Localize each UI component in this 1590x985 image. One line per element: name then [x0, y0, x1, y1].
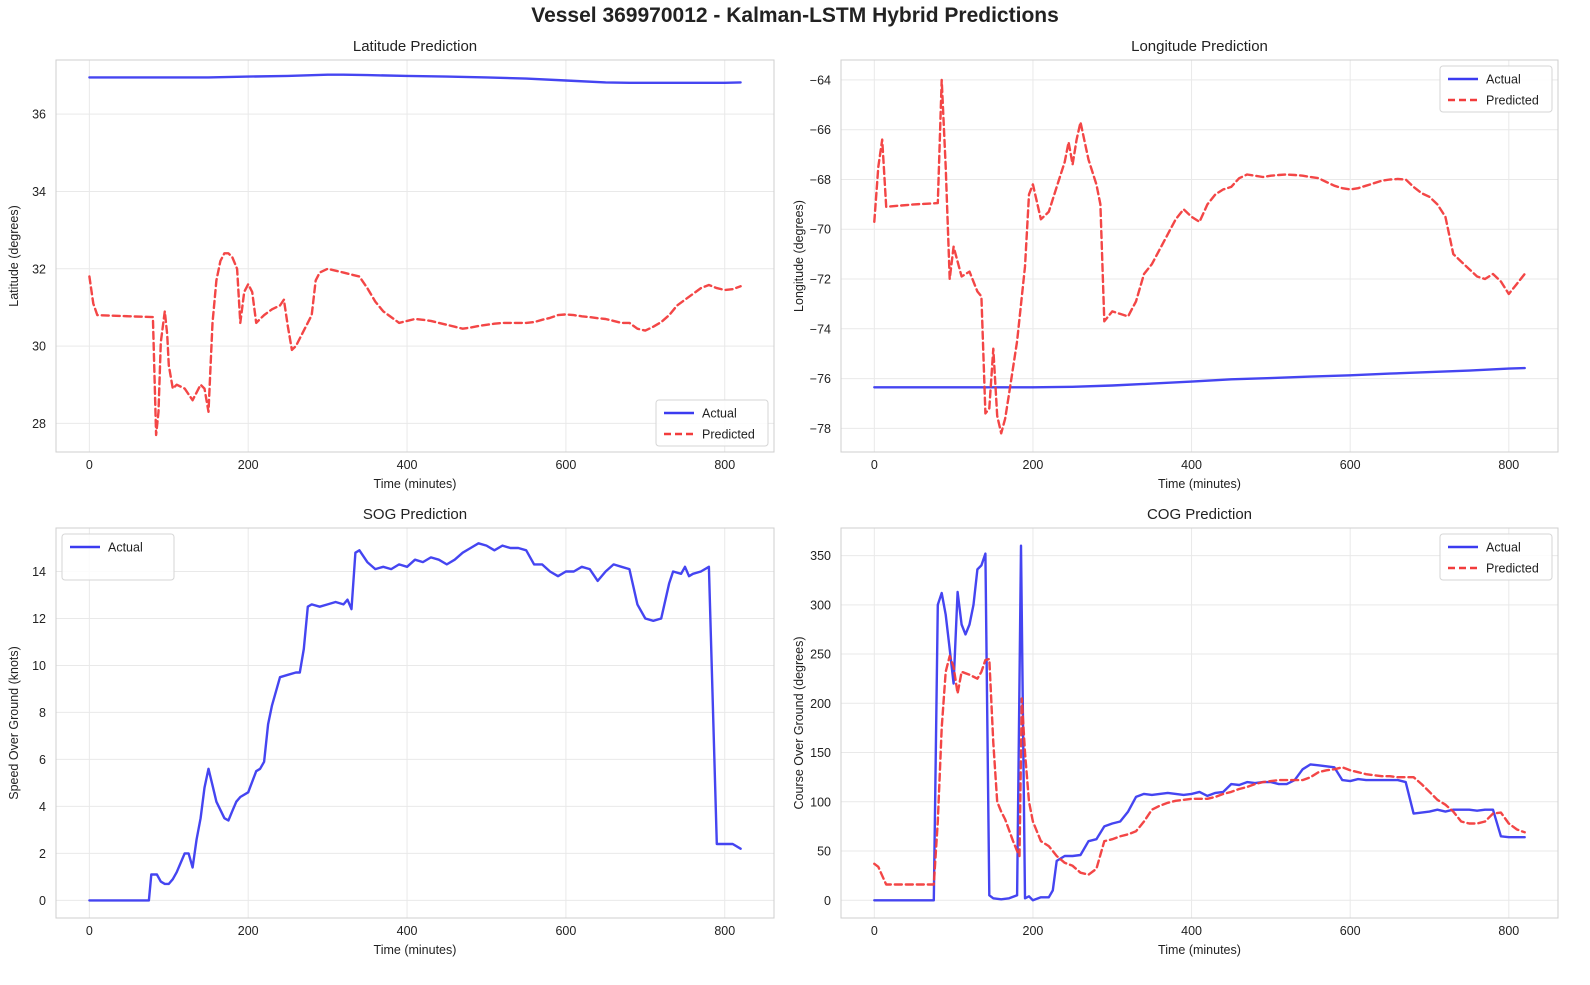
longitude-predicted-line: [873, 78, 1526, 435]
longitude-x-tick-label: 800: [1498, 458, 1519, 472]
sog-y-tick-label: 0: [39, 894, 46, 908]
cog-x-tick-label: 400: [1181, 924, 1202, 938]
sog-y-tick-label: 12: [32, 612, 46, 626]
sog-chart-title: SOG Prediction: [363, 506, 467, 523]
latitude-y-tick-label: 34: [32, 185, 46, 199]
longitude-legend: Actual Predicted: [1439, 65, 1553, 113]
sog-y-tick-label: 6: [39, 753, 46, 767]
cog-y-tick-label: 0: [824, 894, 831, 908]
longitude-legend-label-predicted: Predicted: [1486, 94, 1539, 108]
cog-panel: 0 200 400 600 800 0 50 100 150 200 250 300 350 COG Pr…: [792, 506, 1559, 957]
latitude-y-tick-label: 28: [32, 417, 46, 431]
cog-y-tick-label: 350: [810, 549, 831, 563]
longitude-legend-box: [1439, 65, 1553, 113]
longitude-y-axis-label: Longitude (degrees): [792, 200, 806, 312]
latitude-legend: Actual Predicted: [655, 399, 769, 447]
cog-y-tick-label: 250: [810, 648, 831, 662]
longitude-y-tick-label: −76: [810, 372, 831, 386]
sog-y-tick-label: 14: [32, 565, 46, 579]
cog-y-tick-label: 150: [810, 746, 831, 760]
cog-x-tick-label: 200: [1023, 924, 1044, 938]
longitude-panel: 0 200 400 600 800 −78 −76 −74 −72 −70 −68 −66 −64 Lon…: [792, 38, 1559, 491]
cog-y-tick-label: 50: [817, 845, 831, 859]
sog-plot-frame: [55, 527, 775, 919]
latitude-chart-title: Latitude Prediction: [353, 38, 477, 55]
cog-legend-box: [1439, 533, 1553, 581]
sog-x-tick-label: 400: [397, 924, 418, 938]
latitude-x-tick-label: 200: [238, 458, 259, 472]
latitude-panel: 0 200 400 600 800 28 30 32 34 36 Latitude Predicti…: [7, 38, 775, 491]
cog-plot-area: [841, 528, 1558, 918]
sog-x-tick-label: 600: [555, 924, 576, 938]
cog-x-tick-label: 0: [871, 924, 878, 938]
cog-predicted-line: [873, 654, 1526, 886]
latitude-y-tick-label: 36: [32, 108, 46, 122]
cog-legend-label-predicted: Predicted: [1486, 562, 1539, 576]
latitude-y-tick-label: 30: [32, 340, 46, 354]
cog-chart-title: COG Prediction: [1147, 506, 1252, 523]
sog-x-tick-label: 200: [238, 924, 259, 938]
sog-actual-line: [88, 542, 742, 902]
longitude-y-tick-label: −64: [810, 73, 831, 87]
sog-y-tick-label: 2: [39, 847, 46, 861]
cog-legend: Actual Predicted: [1439, 533, 1553, 581]
latitude-legend-box: [655, 399, 769, 447]
cog-y-tick-label: 100: [810, 795, 831, 809]
sog-x-axis-label: Time (minutes): [374, 943, 457, 957]
cog-x-axis-label: Time (minutes): [1158, 943, 1241, 957]
longitude-x-tick-label: 400: [1181, 458, 1202, 472]
latitude-x-tick-label: 600: [555, 458, 576, 472]
latitude-legend-label-predicted: Predicted: [702, 428, 755, 442]
cog-plot-frame: [840, 527, 1559, 919]
longitude-x-tick-label: 600: [1340, 458, 1361, 472]
cog-y-axis-label: Course Over Ground (degrees): [792, 637, 806, 810]
longitude-y-tick-label: −74: [810, 322, 831, 336]
cog-y-tick-label: 300: [810, 598, 831, 612]
sog-y-tick-label: 10: [32, 659, 46, 673]
sog-plot-area: [56, 528, 774, 918]
cog-legend-label-actual: Actual: [1486, 541, 1521, 555]
longitude-chart-title: Longitude Prediction: [1131, 38, 1268, 55]
sog-y-tick-label: 4: [39, 800, 46, 814]
sog-y-tick-label: 8: [39, 706, 46, 720]
longitude-legend-label-actual: Actual: [1486, 73, 1521, 87]
longitude-x-tick-label: 200: [1023, 458, 1044, 472]
cog-x-tick-label: 800: [1498, 924, 1519, 938]
sog-y-axis-label: Speed Over Ground (knots): [7, 646, 21, 800]
cog-x-tick-label: 600: [1340, 924, 1361, 938]
sog-panel: 0 200 400 600 800 0 2 4 6 8 10 12 14 SOG Prediction Ti…: [7, 506, 775, 957]
sog-legend-box: [61, 533, 175, 581]
latitude-x-axis-label: Time (minutes): [374, 477, 457, 491]
sog-legend: Actual: [61, 533, 175, 581]
longitude-x-tick-label: 0: [871, 458, 878, 472]
longitude-y-tick-label: −78: [810, 422, 831, 436]
latitude-y-axis-label: Latitude (degrees): [7, 205, 21, 306]
latitude-predicted-line: [88, 252, 742, 437]
sog-legend-label-actual: Actual: [108, 541, 143, 555]
latitude-x-tick-label: 0: [86, 458, 93, 472]
longitude-y-tick-label: −70: [810, 223, 831, 237]
longitude-plot-frame: [840, 59, 1559, 453]
sog-x-tick-label: 800: [714, 924, 735, 938]
longitude-y-tick-label: −68: [810, 173, 831, 187]
latitude-x-tick-label: 400: [397, 458, 418, 472]
latitude-x-tick-label: 800: [714, 458, 735, 472]
latitude-actual-line: [88, 73, 742, 84]
figure-title: Vessel 369970012 - Kalman-LSTM Hybrid Pr…: [531, 4, 1059, 27]
latitude-legend-label-actual: Actual: [702, 407, 737, 421]
latitude-y-tick-label: 32: [32, 262, 46, 276]
longitude-x-axis-label: Time (minutes): [1158, 477, 1241, 491]
longitude-actual-line: [873, 366, 1526, 389]
longitude-y-tick-label: −66: [810, 123, 831, 137]
latitude-plot-area: [56, 60, 774, 452]
longitude-y-tick-label: −72: [810, 273, 831, 287]
sog-x-tick-label: 0: [86, 924, 93, 938]
cog-actual-line: [873, 544, 1526, 902]
cog-y-tick-label: 200: [810, 697, 831, 711]
latitude-plot-frame: [55, 59, 775, 453]
